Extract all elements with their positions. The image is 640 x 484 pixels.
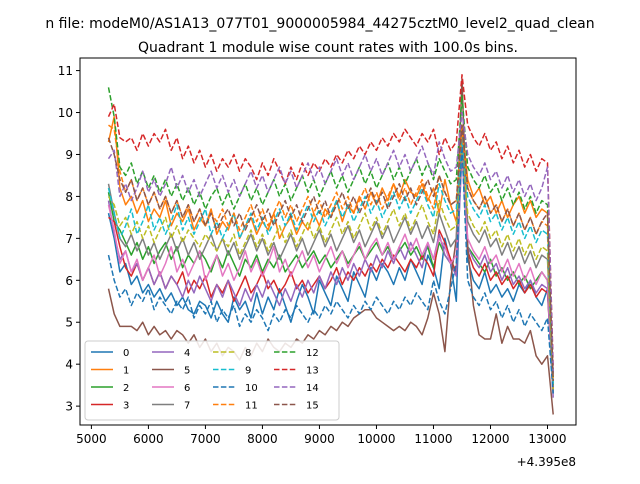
series-layer <box>107 74 554 415</box>
x-tick-label: 6000 <box>133 432 164 446</box>
x-tick-label: 5000 <box>76 432 107 446</box>
legend-label-15: 15 <box>306 401 319 412</box>
figure-suptitle: n file: modeM0/AS1A13_077T01_9000005984_… <box>45 16 594 32</box>
legend-label-8: 8 <box>245 348 251 359</box>
legend-label-4: 4 <box>184 348 190 359</box>
tick-layer: 5000 6000 7000 8000 9000 10000 11000 12000 13000… <box>58 64 567 446</box>
series-line-14 <box>107 111 554 373</box>
legend-label-3: 3 <box>123 401 129 412</box>
legend-label-9: 9 <box>245 366 251 377</box>
y-tick-label: 6 <box>65 274 73 288</box>
x-tick-label: 8000 <box>247 432 278 446</box>
series-line-6 <box>107 149 554 394</box>
x-tick-label: 12000 <box>471 432 509 446</box>
series-line-5 <box>107 78 554 415</box>
y-tick-label: 5 <box>65 316 73 330</box>
x-tick-label: 11000 <box>414 432 452 446</box>
series-line-10 <box>107 145 554 394</box>
legend-label-14: 14 <box>306 383 319 394</box>
series-line-2 <box>107 136 554 386</box>
chart-title: Quadrant 1 module wise count rates with … <box>138 40 518 56</box>
x-tick-label: 7000 <box>190 432 221 446</box>
legend-label-13: 13 <box>306 366 319 377</box>
x-offset-label: +4.395e8 <box>517 455 576 469</box>
series-line-8 <box>107 141 554 390</box>
legend-label-5: 5 <box>184 366 190 377</box>
series-line-7 <box>107 145 554 394</box>
series-line-3 <box>108 136 554 390</box>
series-line-12 <box>107 87 554 377</box>
x-tick-label: 13000 <box>528 432 566 446</box>
plot-frame <box>79 57 577 426</box>
legend-label-1: 1 <box>123 366 129 377</box>
y-tick-label: 7 <box>65 232 73 246</box>
y-tick-label: 4 <box>65 358 73 372</box>
legend-label-11: 11 <box>245 401 258 412</box>
y-tick-label: 3 <box>65 400 73 414</box>
legend-box <box>84 340 340 421</box>
legend-label-10: 10 <box>245 383 258 394</box>
series-line-4 <box>107 153 554 398</box>
y-tick-label: 10 <box>58 106 73 120</box>
legend-label-2: 2 <box>123 383 129 394</box>
series-line-15 <box>107 124 554 382</box>
x-tick-label: 9000 <box>304 432 335 446</box>
legend-label-6: 6 <box>184 383 190 394</box>
series-line-9 <box>107 136 554 386</box>
y-tick-label: 11 <box>58 64 73 78</box>
y-tick-label: 8 <box>65 190 73 204</box>
legend-label-12: 12 <box>306 348 319 359</box>
legend-label-0: 0 <box>123 348 129 359</box>
y-tick-label: 9 <box>65 148 73 162</box>
series-line-13 <box>107 74 554 369</box>
legend-label-7: 7 <box>184 401 190 412</box>
x-tick-label: 10000 <box>357 432 395 446</box>
